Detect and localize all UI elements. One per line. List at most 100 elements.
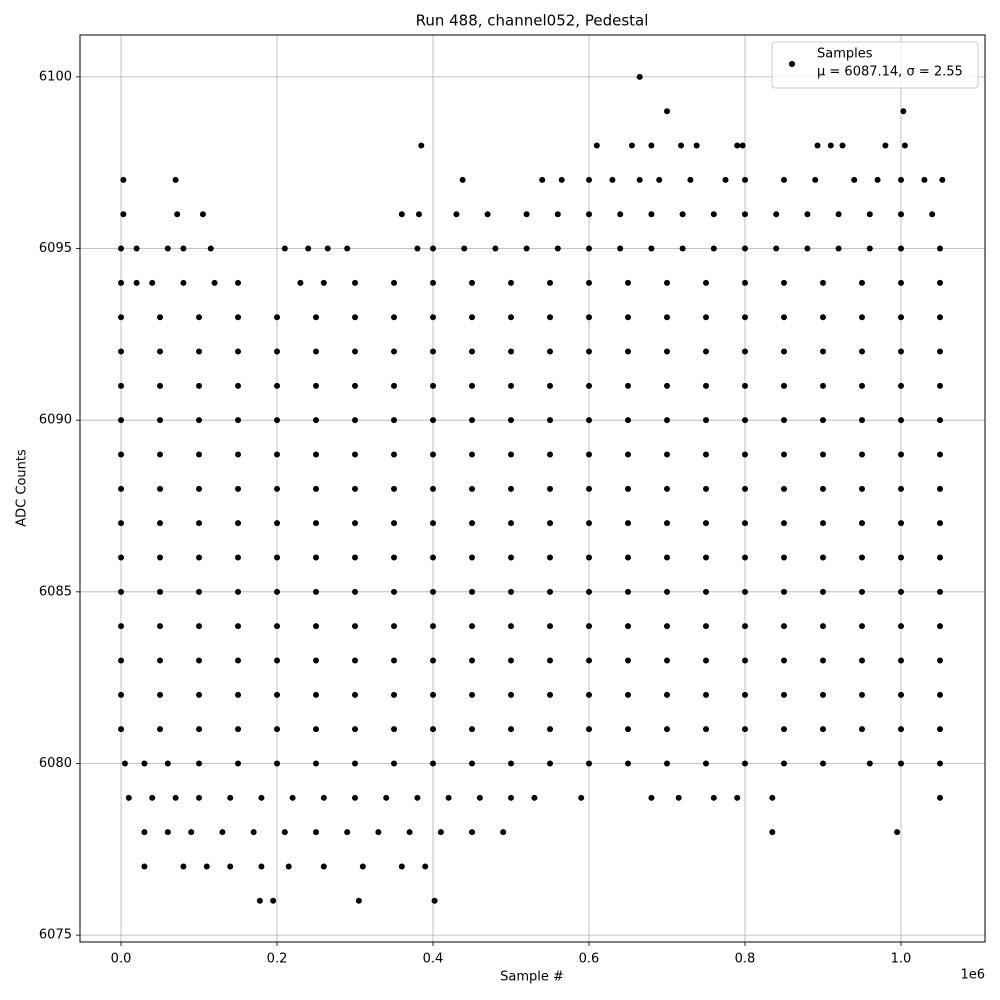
point [901,142,908,149]
point [391,554,398,561]
x-tick-label: 0.0 [111,952,132,967]
point [508,485,515,492]
point [897,176,904,183]
point [547,279,554,286]
point [118,382,125,389]
point [858,657,865,664]
point [297,279,304,286]
point [430,691,437,698]
point [274,588,281,595]
point [508,588,515,595]
point [820,485,827,492]
point [929,211,936,218]
point [391,760,398,767]
point [936,760,943,767]
point [320,794,327,801]
point [406,829,413,836]
point [625,554,632,561]
point [936,348,943,355]
point [593,142,600,149]
point [921,176,928,183]
point [508,726,515,733]
point [196,657,203,664]
point [874,176,881,183]
point [352,314,359,321]
legend: Samples μ = 6087.14, σ = 2.55 [771,41,979,89]
point [133,245,140,252]
point [256,897,263,904]
point [391,451,398,458]
point [558,176,565,183]
y-tick-label: 6090 [39,413,72,428]
point [703,279,710,286]
point [820,348,827,355]
point [897,348,904,355]
point [235,314,242,321]
point [710,211,717,218]
point [936,314,943,321]
point [118,726,125,733]
point [274,554,281,561]
point [628,142,635,149]
point [578,794,585,801]
point [664,279,671,286]
point [196,520,203,527]
point [422,863,429,870]
point [897,760,904,767]
point [547,691,554,698]
point [781,279,788,286]
point [313,314,320,321]
point [469,829,476,836]
point [149,279,156,286]
point [391,485,398,492]
point [149,794,156,801]
point [398,211,405,218]
point [281,829,288,836]
x-tick-label: 0.4 [423,952,444,967]
point [703,588,710,595]
point [664,726,671,733]
point [858,554,865,561]
point [586,657,593,664]
point [235,348,242,355]
point [625,279,632,286]
point [196,554,203,561]
point [897,554,904,561]
point [894,829,901,836]
point [196,417,203,424]
point [476,794,483,801]
point [773,245,780,252]
point [415,211,422,218]
point [352,451,359,458]
point [882,142,889,149]
point [679,245,686,252]
point [742,279,749,286]
point [469,314,476,321]
point [453,211,460,218]
point [281,245,288,252]
point [508,554,515,561]
point [270,897,277,904]
point [196,314,203,321]
point [858,485,865,492]
point [219,829,226,836]
plot-frame [79,34,986,943]
point [664,588,671,595]
point [617,211,624,218]
point [492,245,499,252]
point [430,451,437,458]
point [678,142,685,149]
point [547,382,554,389]
point [352,623,359,630]
point [118,348,125,355]
point [742,211,749,218]
point [625,588,632,595]
point [547,348,554,355]
point [820,726,827,733]
point [118,691,125,698]
point [648,245,655,252]
point [274,657,281,664]
point [469,348,476,355]
point [391,314,398,321]
point [235,417,242,424]
